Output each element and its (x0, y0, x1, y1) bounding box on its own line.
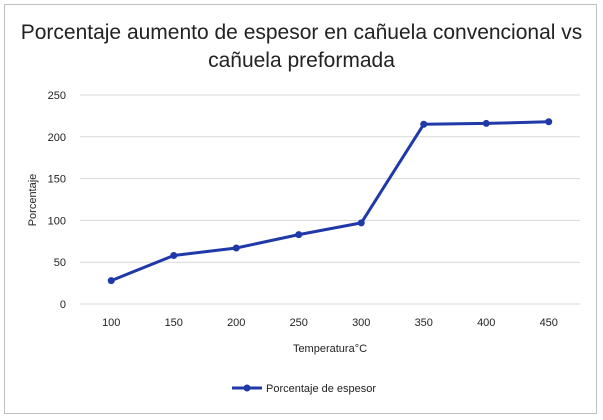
y-axis-ticks: 0 50 100 150 200 250 (48, 90, 66, 311)
chart-title-line1: Porcentaje aumento de espesor en cañuela… (20, 21, 583, 44)
y-tick-label: 150 (48, 174, 66, 186)
data-point (232, 244, 240, 252)
data-point (107, 277, 115, 285)
x-tick-label: 100 (102, 317, 120, 329)
x-tick-label: 450 (540, 317, 558, 329)
x-tick-label: 300 (352, 317, 370, 329)
y-tick-label: 200 (48, 132, 66, 144)
x-tick-label: 200 (227, 317, 245, 329)
x-axis-label: Temperatura°C (293, 343, 367, 355)
y-tick-label: 250 (48, 90, 66, 102)
data-point (482, 119, 490, 127)
data-point (357, 219, 365, 227)
series-line (110, 120, 549, 282)
chart-title-line2: cañuela preformada (208, 49, 395, 72)
series-layer (107, 118, 553, 285)
x-tick-label: 150 (165, 317, 183, 329)
legend-series-label: Porcentaje de espesor (266, 383, 376, 395)
x-tick-label: 250 (290, 317, 308, 329)
y-tick-label: 50 (54, 257, 66, 269)
y-tick-label: 0 (60, 299, 66, 311)
chart-frame: Porcentaje aumento de espesor en cañuela… (4, 4, 597, 414)
data-point (545, 118, 553, 126)
data-point (170, 252, 178, 260)
x-axis-ticks: 100 150 200 250 300 350 400 450 (102, 317, 558, 329)
y-tick-label: 100 (48, 215, 66, 227)
y-axis-label: Porcentaje (27, 174, 39, 227)
legend-point-marker (243, 384, 251, 392)
gridlines (80, 94, 580, 305)
x-tick-label: 400 (477, 317, 495, 329)
chart-title: Porcentaje aumento de espesor en cañuela… (5, 19, 598, 75)
legend: Porcentaje de espesor (232, 383, 376, 395)
x-tick-label: 350 (415, 317, 433, 329)
data-point (295, 231, 303, 239)
data-point (420, 120, 428, 128)
